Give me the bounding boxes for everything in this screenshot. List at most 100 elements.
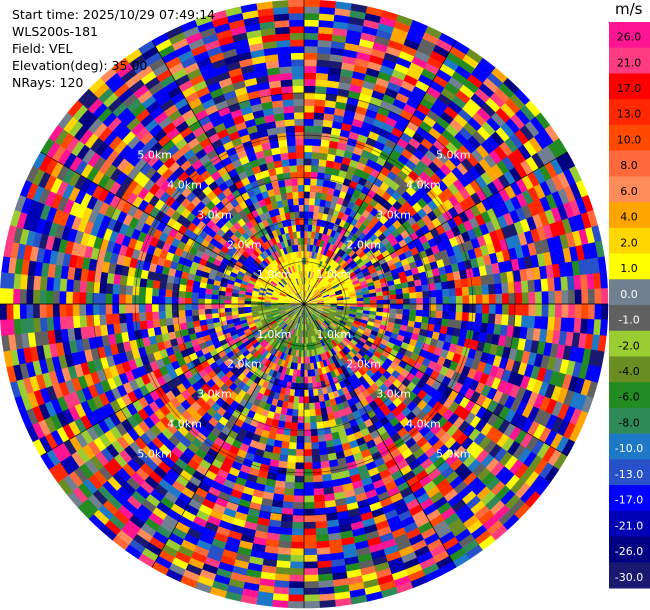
velocity-gate bbox=[359, 264, 368, 272]
velocity-gate bbox=[339, 282, 347, 288]
velocity-gate bbox=[480, 490, 496, 506]
velocity-gate bbox=[344, 207, 353, 216]
velocity-gate bbox=[591, 257, 601, 274]
velocity-gate bbox=[331, 167, 341, 177]
velocity-gate bbox=[488, 304, 496, 315]
velocity-gate bbox=[569, 391, 581, 409]
velocity-gate bbox=[549, 370, 560, 387]
velocity-gate bbox=[415, 340, 424, 350]
velocity-gate bbox=[313, 205, 320, 213]
velocity-gate bbox=[304, 297, 306, 304]
velocity-gate bbox=[555, 220, 567, 236]
velocity-gate bbox=[521, 189, 534, 205]
velocity-gate bbox=[416, 208, 428, 219]
velocity-gate bbox=[411, 56, 428, 69]
velocity-gate bbox=[304, 301, 311, 304]
velocity-gate bbox=[524, 471, 540, 488]
velocity-gate bbox=[533, 408, 546, 425]
velocity-gate bbox=[308, 277, 311, 285]
velocity-gate bbox=[297, 416, 304, 424]
velocity-gate bbox=[542, 446, 557, 463]
velocity-gate bbox=[382, 144, 394, 156]
velocity-gate bbox=[575, 180, 589, 198]
velocity-gate bbox=[394, 260, 404, 269]
velocity-gate bbox=[426, 210, 438, 222]
velocity-gate bbox=[314, 401, 321, 410]
velocity-gate bbox=[291, 415, 299, 424]
velocity-gate bbox=[485, 495, 501, 511]
velocity-gate bbox=[296, 442, 304, 450]
velocity-gate bbox=[317, 434, 326, 443]
velocity-gate bbox=[441, 175, 454, 188]
velocity-gate bbox=[533, 199, 545, 215]
velocity-gate bbox=[392, 344, 401, 353]
velocity-gate bbox=[334, 203, 343, 212]
velocity-gate bbox=[372, 118, 385, 129]
velocity-gate bbox=[85, 292, 93, 304]
velocity-gate bbox=[374, 319, 382, 325]
velocity-gate bbox=[413, 279, 422, 287]
velocity-gate bbox=[449, 136, 464, 150]
velocity-gate bbox=[458, 449, 472, 464]
velocity-gate bbox=[434, 427, 447, 440]
velocity-gate bbox=[491, 163, 504, 179]
velocity-gate bbox=[365, 350, 374, 359]
velocity-gate bbox=[333, 188, 341, 198]
velocity-gate bbox=[322, 310, 330, 314]
velocity-gate bbox=[561, 304, 569, 319]
velocity-gate bbox=[378, 245, 388, 254]
velocity-gate bbox=[304, 290, 306, 298]
velocity-gate bbox=[377, 233, 387, 242]
velocity-gate bbox=[433, 324, 442, 334]
velocity-gate bbox=[384, 357, 393, 367]
velocity-gate bbox=[367, 61, 382, 72]
velocity-gate bbox=[303, 594, 320, 602]
velocity-gate bbox=[151, 295, 159, 304]
velocity-gate bbox=[486, 116, 501, 132]
velocity-gate bbox=[348, 249, 356, 258]
velocity-gate bbox=[295, 462, 304, 470]
velocity-gate bbox=[532, 168, 546, 185]
velocity-gate bbox=[566, 317, 575, 333]
velocity-gate bbox=[384, 330, 393, 338]
velocity-gate bbox=[360, 357, 369, 366]
velocity-gate bbox=[324, 99, 337, 109]
velocity-gate bbox=[304, 302, 311, 304]
velocity-gate bbox=[421, 256, 431, 266]
velocity-gate bbox=[500, 102, 516, 119]
velocity-gate bbox=[470, 149, 485, 163]
velocity-gate bbox=[536, 253, 546, 268]
velocity-gate bbox=[406, 97, 421, 110]
velocity-gate bbox=[568, 165, 583, 184]
velocity-gate bbox=[473, 246, 484, 258]
velocity-gate bbox=[304, 290, 307, 298]
velocity-gate bbox=[290, 548, 304, 556]
velocity-gate bbox=[422, 297, 430, 305]
velocity-gate bbox=[98, 293, 107, 304]
velocity-gate bbox=[506, 325, 515, 338]
velocity-gate bbox=[473, 432, 487, 446]
velocity-gate bbox=[439, 32, 457, 47]
velocity-gate bbox=[462, 219, 474, 232]
velocity-gate bbox=[587, 304, 596, 320]
velocity-gate bbox=[314, 105, 325, 114]
velocity-gate bbox=[452, 40, 470, 55]
velocity-gate bbox=[336, 248, 344, 256]
velocity-gate bbox=[404, 143, 417, 155]
velocity-gate bbox=[519, 467, 535, 484]
velocity-gate bbox=[448, 288, 457, 297]
velocity-gate bbox=[343, 304, 351, 307]
velocity-gate bbox=[370, 257, 379, 265]
velocity-gate bbox=[318, 159, 327, 167]
velocity-gate bbox=[541, 291, 549, 305]
velocity-gate bbox=[306, 244, 311, 252]
velocity-gate bbox=[432, 121, 446, 135]
velocity-gate bbox=[409, 304, 417, 311]
velocity-gate bbox=[600, 304, 609, 321]
velocity-gate bbox=[320, 247, 326, 255]
velocity-gate bbox=[447, 76, 464, 91]
velocity-gate bbox=[398, 86, 413, 99]
velocity-gate bbox=[328, 60, 343, 70]
velocity-gate bbox=[591, 225, 602, 243]
velocity-gate bbox=[563, 405, 576, 423]
